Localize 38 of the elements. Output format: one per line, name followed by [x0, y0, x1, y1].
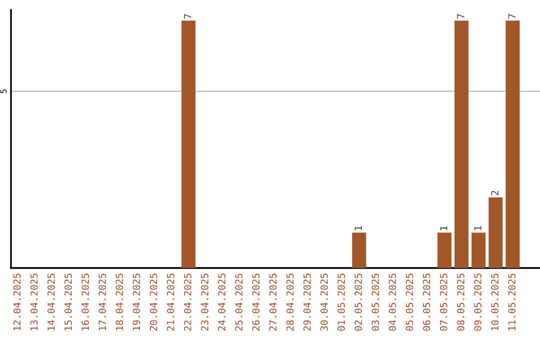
- x-tick-label: 09.05.2025: [474, 274, 482, 331]
- y-tick-label: 5: [0, 89, 7, 94]
- x-tick-label: 03.05.2025: [372, 274, 380, 331]
- x-tick-label: 05.05.2025: [406, 274, 414, 331]
- x-tick-label: 14.04.2025: [47, 274, 55, 330]
- x-tick-label: 10.05.2025: [491, 274, 498, 330]
- x-tick-label: 21.04.2025: [166, 274, 174, 331]
- data-label: 7: [508, 14, 516, 19]
- x-tick-label: 13.04.2025: [30, 274, 38, 330]
- x-tick-label: 25.04.2025: [235, 274, 243, 331]
- data-label: 1: [474, 226, 482, 230]
- data-label: 1: [440, 226, 448, 230]
- x-tick-label: 19.04.2025: [132, 274, 140, 330]
- x-tick-label: 02.05.2025: [354, 274, 362, 331]
- x-tick-label: 16.04.2025: [82, 274, 89, 330]
- x-tick-label: 08.05.2025: [456, 274, 464, 331]
- x-tick-label: 17.04.2025: [98, 274, 106, 330]
- x-tick-label: 04.05.2025: [388, 274, 396, 331]
- data-label: 7: [457, 14, 464, 19]
- x-tick-label: 15.04.2025: [64, 274, 72, 330]
- x-tick-label: 23.04.2025: [201, 274, 208, 331]
- x-tick-label: 22.04.2025: [184, 274, 192, 331]
- x-tick-label: 18.04.2025: [116, 274, 124, 330]
- data-label: 1: [354, 226, 362, 230]
- data-label: 7: [184, 14, 192, 19]
- x-tick-label: 07.05.2025: [440, 274, 448, 331]
- x-tick-label: 24.04.2025: [218, 274, 226, 331]
- x-tick-label: 01.05.2025: [338, 274, 345, 331]
- x-tick-label: 30.04.2025: [320, 274, 328, 331]
- x-tick-label: 11.05.2025: [508, 274, 516, 330]
- x-tick-label: 29.04.2025: [303, 274, 311, 331]
- x-tick-label: 28.04.2025: [286, 274, 294, 331]
- x-tick-label: 20.04.2025: [150, 274, 158, 331]
- x-tick-label: 26.04.2025: [252, 274, 260, 331]
- x-tick-label: 06.05.2025: [422, 274, 430, 331]
- x-tick-label: 27.04.2025: [269, 274, 277, 331]
- x-tick-label: 12.04.2025: [13, 274, 21, 330]
- data-label: 2: [491, 190, 498, 196]
